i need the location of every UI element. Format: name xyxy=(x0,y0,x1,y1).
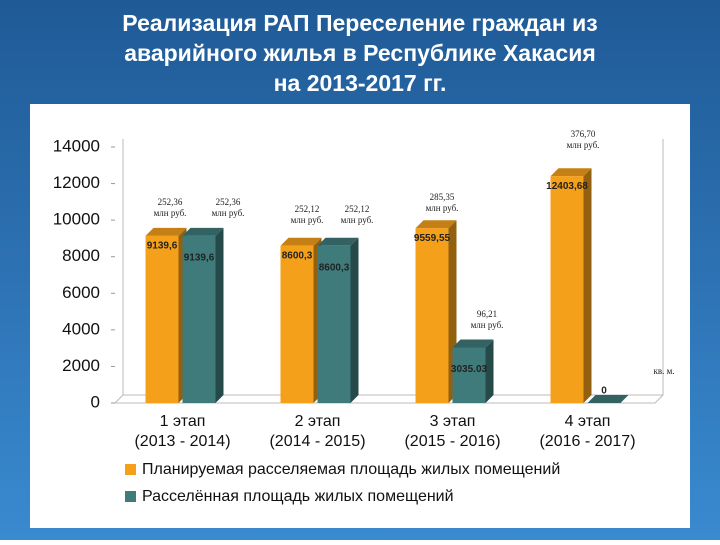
value-label: 9139,6 xyxy=(147,241,178,252)
bar-side xyxy=(215,227,224,403)
y-tick-label: 12000 xyxy=(53,173,100,192)
x-tick-label: 2 этап xyxy=(295,413,341,430)
bar xyxy=(280,245,314,403)
x-tick-label: 1 этап xyxy=(160,413,206,430)
y-tick-label: 14000 xyxy=(53,136,100,155)
bar-top xyxy=(145,227,187,236)
y-tick-label: 8000 xyxy=(62,246,100,265)
x-tick-label: 4 этап xyxy=(565,413,611,430)
annotation: млн руб. xyxy=(426,203,459,213)
y-tick-label: 6000 xyxy=(62,283,100,302)
annotation: млн руб. xyxy=(341,215,374,225)
legend-swatch xyxy=(125,464,136,475)
bar xyxy=(317,245,351,403)
bar-top xyxy=(550,168,592,177)
value-label: 9559,55 xyxy=(414,233,451,244)
bar-top xyxy=(317,237,359,246)
bar xyxy=(145,235,179,403)
annotation: млн руб. xyxy=(471,320,504,330)
bar-side xyxy=(485,339,494,403)
x-tick-label: (2016 - 2017) xyxy=(539,433,635,450)
chart-title: на 2013-2017 гг. xyxy=(274,70,447,96)
annotation: 252,12 xyxy=(345,204,370,214)
value-label: 9139,6 xyxy=(184,253,215,264)
annotation: млн руб. xyxy=(567,140,600,150)
value-label: 12403,68 xyxy=(546,181,588,192)
bar-top xyxy=(280,237,322,246)
bar xyxy=(550,176,584,403)
legend-label: Планируемая расселяемая площадь жилых по… xyxy=(142,461,560,478)
value-label: 0 xyxy=(601,386,607,397)
annotation: 96,21 xyxy=(477,309,497,319)
x-tick-label: (2015 - 2016) xyxy=(404,433,500,450)
annotation: 376,70 xyxy=(571,129,596,139)
bar xyxy=(452,347,486,403)
x-tick-label: 3 этап xyxy=(430,413,476,430)
annotation: 252,36 xyxy=(216,197,241,207)
value-label: 8600,3 xyxy=(282,250,313,261)
annotation: млн руб. xyxy=(154,208,187,218)
legend-swatch xyxy=(125,491,136,502)
value-label: 8600,3 xyxy=(319,262,350,273)
bar-top xyxy=(182,227,224,236)
annotation: млн руб. xyxy=(291,215,324,225)
y-tick-label: 4000 xyxy=(62,319,100,338)
bar-side xyxy=(583,168,592,403)
annotation: 285,35 xyxy=(430,192,455,202)
value-label: 3035.03 xyxy=(451,364,488,375)
x-tick-label: (2014 - 2015) xyxy=(269,433,365,450)
bar-top xyxy=(415,220,457,229)
bar-top xyxy=(452,339,494,348)
unit-label: кв. м. xyxy=(653,366,674,376)
bar-top xyxy=(587,395,629,403)
annotation: 252,12 xyxy=(295,204,320,214)
bar xyxy=(415,228,449,403)
chart-title: Реализация РАП Переселение граждан из xyxy=(122,10,597,36)
x-tick-label: (2013 - 2014) xyxy=(134,433,230,450)
y-tick-label: 2000 xyxy=(62,356,100,375)
legend-label: Расселённая площадь жилых помещений xyxy=(142,488,454,505)
y-tick-label: 10000 xyxy=(53,210,100,229)
bar xyxy=(182,235,216,403)
chart-title: аварийного жилья в Республике Хакасия xyxy=(124,40,596,66)
annotation: 252,36 xyxy=(158,197,183,207)
annotation: млн руб. xyxy=(212,208,245,218)
bar-side xyxy=(350,237,359,403)
y-tick-label: 0 xyxy=(91,392,100,411)
